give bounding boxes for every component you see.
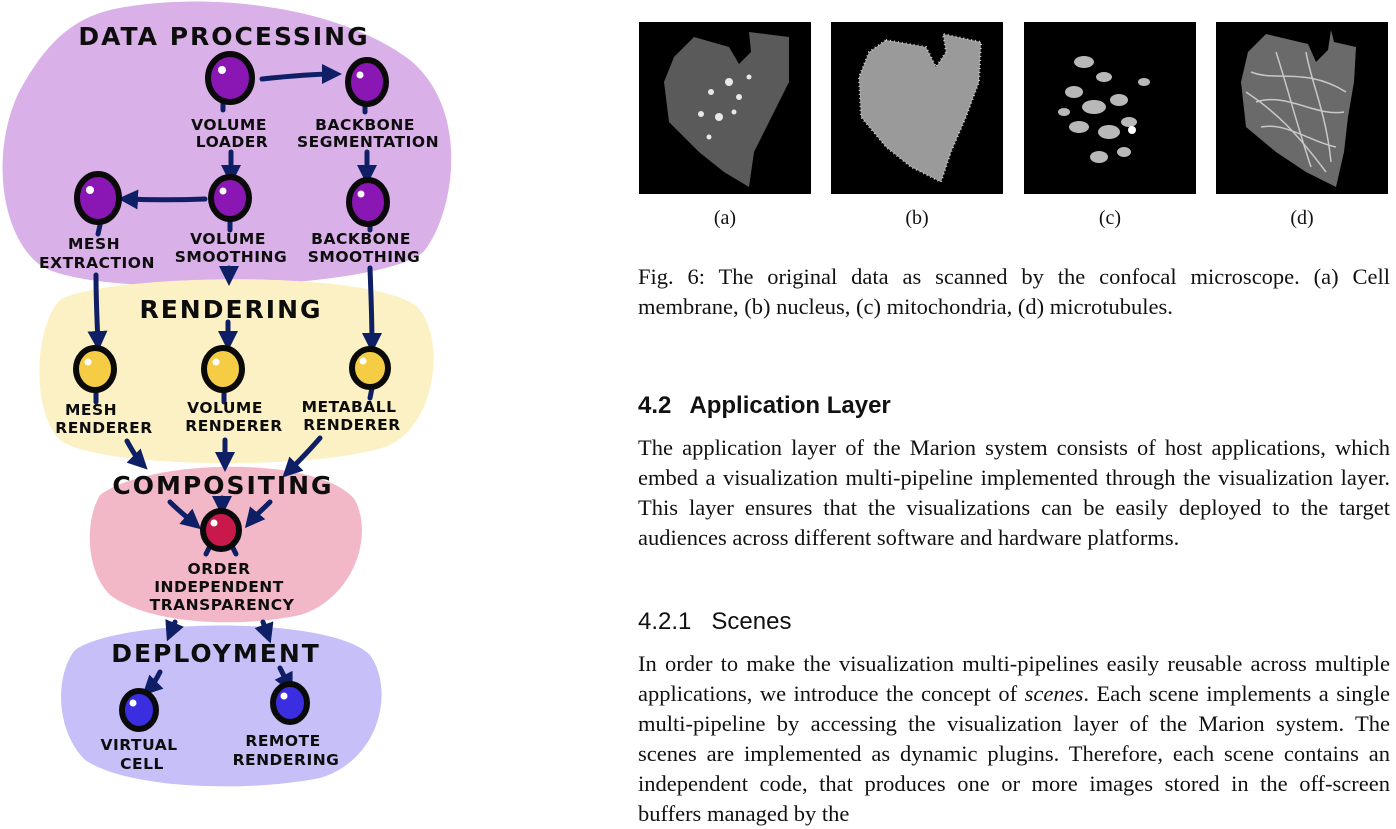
label-backbone-segmentation: BACKBONE SEGMENTATION xyxy=(297,116,439,151)
arrow-metaball-to-compositing xyxy=(282,435,323,478)
section-paragraph: The application layer of the Marion syst… xyxy=(638,435,1390,550)
section-deployment: DEPLOYMENT xyxy=(111,639,321,668)
section-title: Application Layer xyxy=(689,392,891,419)
section-data-processing: DATA PROCESSING xyxy=(78,22,369,51)
node-mesh-extraction xyxy=(74,171,122,225)
label-volume-loader: VOLUME LOADER xyxy=(191,116,273,151)
figure-caption: Fig. 6: The original data as scanned by … xyxy=(638,264,1390,319)
section-rendering: RENDERING xyxy=(139,295,322,324)
arrow-bb-smoothing-to-metaball xyxy=(361,265,382,353)
label-volume-smoothing: VOLUME SMOOTHING xyxy=(175,230,287,266)
subfigure-b-label: (b) xyxy=(905,207,929,229)
arrow-oit-to-deploy-left xyxy=(165,619,184,642)
subfigure-d-image xyxy=(1216,22,1388,194)
subfigure-a-label: (a) xyxy=(713,207,737,229)
subsection-number: 4.2.1 xyxy=(638,608,692,635)
arrow-deploy-to-virtual-cell xyxy=(142,669,164,696)
arrow-oit-to-deploy-right xyxy=(254,619,274,644)
paragraph-emphasis: scenes xyxy=(1024,681,1084,706)
subfigure-c-image xyxy=(1024,22,1196,194)
node-virtual-cell xyxy=(119,688,159,732)
label-virtual-cell: VIRTUAL CELL xyxy=(101,736,184,773)
node-metaball-renderer xyxy=(349,346,391,390)
node-volume-renderer xyxy=(201,345,245,393)
subsection-title: Scenes xyxy=(711,608,792,635)
subfigure-c-label: (c) xyxy=(1098,207,1122,229)
arrow-vol-smoothing-to-mesh-extraction xyxy=(118,189,208,210)
paragraph-text-before: In order to make the visualization multi… xyxy=(638,651,1390,706)
subfigure-d-label: (d) xyxy=(1290,207,1314,229)
pipeline-diagram: DATA PROCESSING RENDERING COMPOSITING DE… xyxy=(2,1,452,787)
section-number: 4.2 xyxy=(638,392,672,419)
arrow-loader-to-segmentation xyxy=(259,64,342,85)
subfigure-b-image xyxy=(831,22,1003,194)
label-remote-rendering: REMOTE RENDERING xyxy=(233,732,340,769)
label-metaball-renderer: METABALL RENDERER xyxy=(302,398,403,434)
label-mesh-extraction: MESH EXTRACTION xyxy=(39,235,155,272)
node-backbone-segmentation xyxy=(345,57,389,107)
deployment-region xyxy=(61,625,382,787)
section-heading: 4.2 Application Layer xyxy=(638,392,891,420)
subsection-heading: 4.2.1 Scenes xyxy=(638,608,791,636)
node-backbone-smoothing xyxy=(346,177,390,227)
arrow-mesh-renderer-to-compositing xyxy=(124,438,148,470)
node-volume-smoothing xyxy=(208,174,252,222)
node-volume-loader xyxy=(205,51,255,105)
node-mesh-renderer xyxy=(73,345,117,393)
subsection-paragraph: In order to make the visualization multi… xyxy=(638,649,1390,829)
label-volume-renderer: VOLUME RENDERER xyxy=(185,399,282,435)
label-oit: ORDER INDEPENDENT TRANSPARENCY xyxy=(150,560,295,614)
subfigure-a-image xyxy=(639,22,811,194)
node-remote-rendering xyxy=(270,681,310,725)
arrow-comp-right-to-oit xyxy=(244,499,273,529)
paragraph-text-after: . Each scene implements a single multi-p… xyxy=(638,681,1390,826)
section-compositing: COMPOSITING xyxy=(112,471,333,500)
arrow-comp-left-to-oit xyxy=(167,499,202,530)
node-oit xyxy=(200,508,242,552)
arrow-mesh-extraction-to-mesh-renderer xyxy=(87,272,108,351)
label-mesh-renderer: MESH RENDERER xyxy=(55,401,152,437)
label-backbone-smoothing: BACKBONE SMOOTHING xyxy=(308,230,420,266)
